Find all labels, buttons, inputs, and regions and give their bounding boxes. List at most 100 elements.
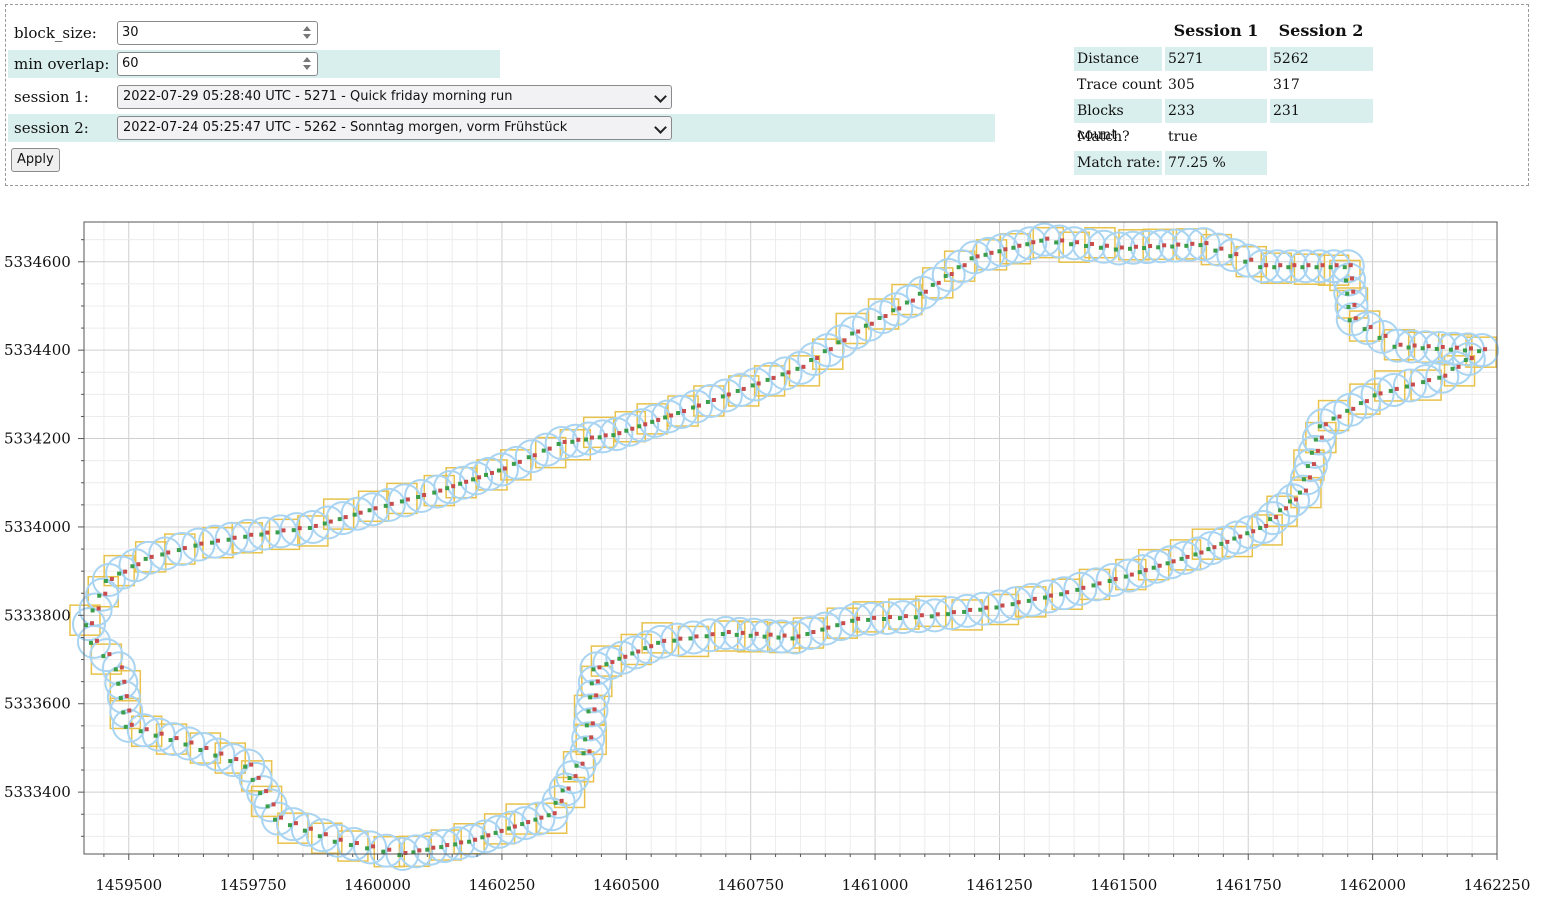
trace2-point [897, 616, 902, 621]
trace2-point [90, 608, 95, 613]
spinner-icon[interactable] [302, 56, 312, 72]
session1-select[interactable]: 2022-07-29 05:28:40 UTC - 5271 - Quick f… [117, 85, 672, 109]
trace2-point [116, 681, 121, 686]
trace1-point [1303, 488, 1308, 493]
match-circle [577, 665, 612, 700]
trace2-point [101, 654, 106, 659]
match-circle [1063, 571, 1098, 606]
trace2-point [581, 751, 586, 756]
trace1-point [573, 774, 578, 779]
trace1-point [422, 493, 427, 498]
match-circle [1231, 243, 1266, 278]
trace1-point [856, 616, 861, 621]
trace1-point [232, 535, 237, 540]
trace2-point [493, 830, 498, 835]
trace2-point [275, 530, 280, 535]
trace1-point [354, 841, 359, 846]
trace1-point [358, 510, 363, 515]
trace1-point [949, 272, 954, 277]
trace1-point [1378, 391, 1383, 396]
trace1-point [297, 526, 302, 531]
block-size-input[interactable]: 30 [117, 21, 318, 45]
match-circle [201, 737, 236, 772]
trace1-point [144, 727, 149, 732]
trace1-point [1337, 414, 1342, 419]
trace2-point [567, 776, 572, 781]
trace2-point [929, 614, 934, 619]
trace2-point [978, 607, 983, 612]
trace2-point [597, 435, 602, 440]
stats-cell: 233 [1165, 99, 1267, 123]
trace2-point [117, 571, 122, 576]
trace1-point [630, 426, 635, 431]
trace1-point [338, 837, 343, 842]
trace1-point [451, 484, 456, 489]
trace1-point [768, 632, 773, 637]
trace2-point [118, 696, 123, 701]
trace1-point [1368, 325, 1373, 330]
match-block [1374, 370, 1406, 402]
trace1-point [1353, 316, 1358, 321]
trace1-point [249, 762, 254, 767]
spinner-icon[interactable] [302, 25, 312, 41]
trace1-point [279, 815, 284, 820]
session1-value: 2022-07-29 05:28:40 UTC - 5271 - Quick f… [123, 89, 513, 104]
trace1-point [1440, 344, 1445, 349]
match-circle [1030, 579, 1065, 614]
trace1-point [204, 746, 209, 751]
trace1-point [136, 562, 141, 567]
session1-label: session 1: [14, 88, 89, 106]
trace1-point [473, 837, 478, 842]
trace2-point [705, 399, 710, 404]
trace2-point [1300, 265, 1305, 270]
trace1-point [1278, 263, 1283, 268]
trace2-point [643, 646, 648, 651]
trace1-point [1234, 252, 1239, 257]
trace1-point [1251, 529, 1256, 534]
trace2-point [1314, 265, 1319, 270]
trace2-point [556, 441, 561, 446]
trace1-point [1264, 263, 1269, 268]
y-tick-label: 5333800 [4, 606, 71, 624]
trace1-point [782, 633, 787, 638]
trace1-point [796, 634, 801, 639]
trace1-point [1199, 550, 1204, 555]
min-overlap-input[interactable]: 60 [117, 52, 318, 76]
trace2-point [1301, 477, 1306, 482]
match-circle [1376, 372, 1411, 407]
trace2-point [471, 477, 476, 482]
match-circle [164, 532, 199, 567]
trace2-point [198, 748, 203, 753]
match-block [103, 554, 135, 587]
trace2-point [1437, 375, 1442, 380]
trace2-point [1228, 254, 1233, 259]
trace1-point [552, 811, 557, 816]
match-circle [768, 356, 803, 391]
trace1-point [343, 515, 348, 520]
trace1-point [1104, 243, 1109, 248]
match-circle [793, 616, 828, 651]
trace1-point [1017, 243, 1022, 248]
trace2-point [994, 605, 999, 610]
match-circle [1079, 567, 1114, 602]
trace2-point [1288, 499, 1293, 504]
match-block [891, 283, 923, 316]
trace1-point [502, 466, 507, 471]
y-tick-label: 5334400 [4, 341, 71, 359]
trace2-point [1346, 304, 1351, 309]
trace2-point [624, 428, 629, 433]
trace2-point [863, 323, 868, 328]
trace2-point [1450, 366, 1455, 371]
trace1-point [811, 630, 816, 635]
trace2-point [704, 634, 709, 639]
trace1-point [1249, 257, 1254, 262]
trace2-point [650, 419, 655, 424]
session2-select[interactable]: 2022-07-24 05:25:47 UTC - 5262 - Sonntag… [117, 116, 672, 140]
match-circle [957, 240, 992, 275]
trace2-point [259, 532, 264, 537]
trace1-point [293, 821, 298, 826]
apply-button[interactable]: Apply [11, 148, 60, 172]
trace1-point [459, 840, 464, 845]
trace1-point [313, 523, 318, 528]
match-circle [625, 408, 660, 443]
